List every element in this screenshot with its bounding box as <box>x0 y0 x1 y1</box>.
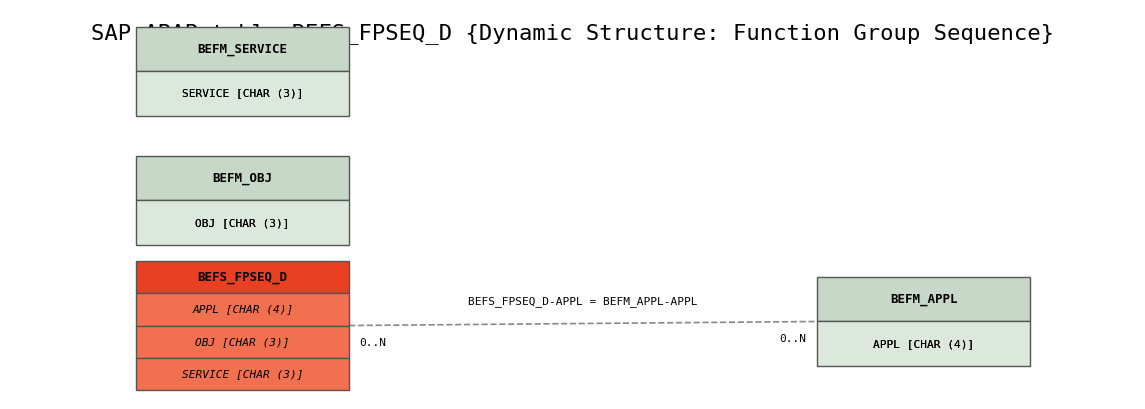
FancyBboxPatch shape <box>818 321 1030 366</box>
FancyBboxPatch shape <box>136 293 349 326</box>
Text: 0..N: 0..N <box>780 334 806 344</box>
FancyBboxPatch shape <box>136 326 349 358</box>
Text: 0..N: 0..N <box>360 338 387 348</box>
Text: BEFM_OBJ: BEFM_OBJ <box>213 172 273 185</box>
Text: BEFS_FPSEQ_D-APPL = BEFM_APPL-APPL: BEFS_FPSEQ_D-APPL = BEFM_APPL-APPL <box>468 297 698 308</box>
Text: APPL [CHAR (4)]: APPL [CHAR (4)] <box>872 339 974 349</box>
FancyBboxPatch shape <box>136 27 349 71</box>
Text: SERVICE [CHAR (3)]: SERVICE [CHAR (3)] <box>182 89 303 99</box>
FancyBboxPatch shape <box>136 358 349 390</box>
Text: BEFM_SERVICE: BEFM_SERVICE <box>198 43 287 56</box>
Text: SAP ABAP table BEFS_FPSEQ_D {Dynamic Structure: Function Group Sequence}: SAP ABAP table BEFS_FPSEQ_D {Dynamic Str… <box>90 23 1055 44</box>
Text: APPL [CHAR (4)]: APPL [CHAR (4)] <box>872 339 974 349</box>
FancyBboxPatch shape <box>136 71 349 116</box>
Text: OBJ [CHAR (3)]: OBJ [CHAR (3)] <box>196 337 290 347</box>
Text: OBJ [CHAR (3)]: OBJ [CHAR (3)] <box>196 218 290 228</box>
Text: APPL [CHAR (4)]: APPL [CHAR (4)] <box>192 304 293 315</box>
FancyBboxPatch shape <box>136 200 349 245</box>
Text: BEFM_APPL: BEFM_APPL <box>890 293 957 306</box>
Text: SERVICE [CHAR (3)]: SERVICE [CHAR (3)] <box>182 369 303 379</box>
FancyBboxPatch shape <box>136 261 349 293</box>
Text: BEFS_FPSEQ_D: BEFS_FPSEQ_D <box>198 271 287 283</box>
Text: OBJ [CHAR (3)]: OBJ [CHAR (3)] <box>196 218 290 228</box>
Text: SERVICE [CHAR (3)]: SERVICE [CHAR (3)] <box>182 89 303 99</box>
FancyBboxPatch shape <box>818 277 1030 321</box>
FancyBboxPatch shape <box>136 156 349 200</box>
